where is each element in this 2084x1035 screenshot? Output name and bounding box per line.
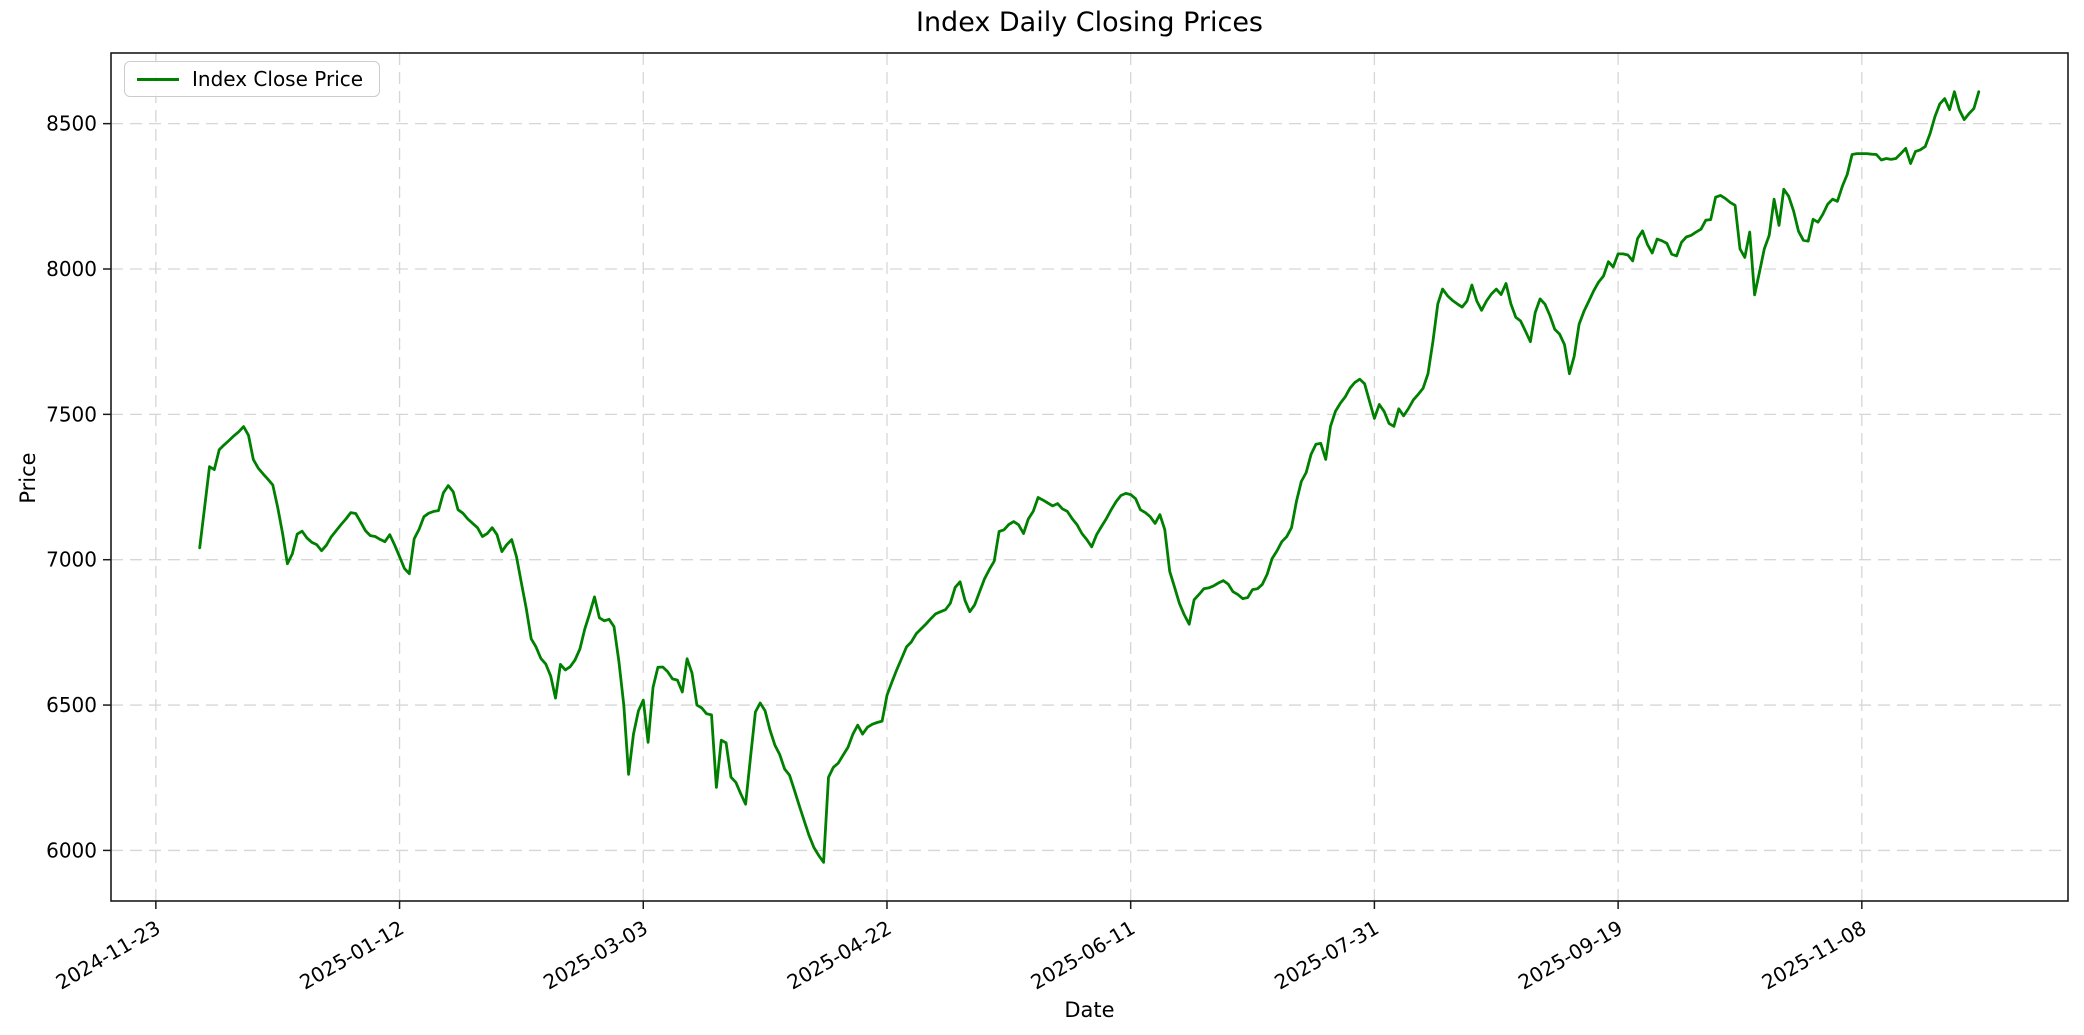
x-tick-label: 2025-09-19 [1514, 916, 1627, 995]
y-tick-label: 7500 [46, 402, 97, 426]
x-tick-label: 2025-03-03 [539, 916, 652, 995]
y-tick-label: 8000 [46, 257, 97, 281]
y-tick-label: 6500 [46, 693, 97, 717]
x-tick-label: 2025-11-08 [1758, 916, 1871, 995]
legend-label: Index Close Price [192, 67, 364, 91]
price-line [198, 90, 1981, 864]
x-axis-label: Date [1064, 998, 1115, 1022]
x-tick-label: 2024-11-23 [52, 916, 165, 995]
chart-title: Index Daily Closing Prices [915, 7, 1264, 38]
plot-border [110, 52, 2069, 902]
y-axis-label: Price [16, 452, 40, 504]
y-tick-label: 8500 [46, 112, 97, 136]
x-tick-label: 2025-07-31 [1270, 916, 1383, 995]
x-tick-label: 2025-04-22 [783, 916, 896, 995]
y-tick-label: 6000 [46, 838, 97, 862]
legend-line-sample [137, 77, 179, 81]
legend: Index Close Price [124, 61, 381, 97]
y-tick-label: 7000 [46, 548, 97, 572]
x-tick-label: 2025-06-11 [1027, 916, 1140, 995]
x-tick-label: 2025-01-12 [295, 916, 408, 995]
